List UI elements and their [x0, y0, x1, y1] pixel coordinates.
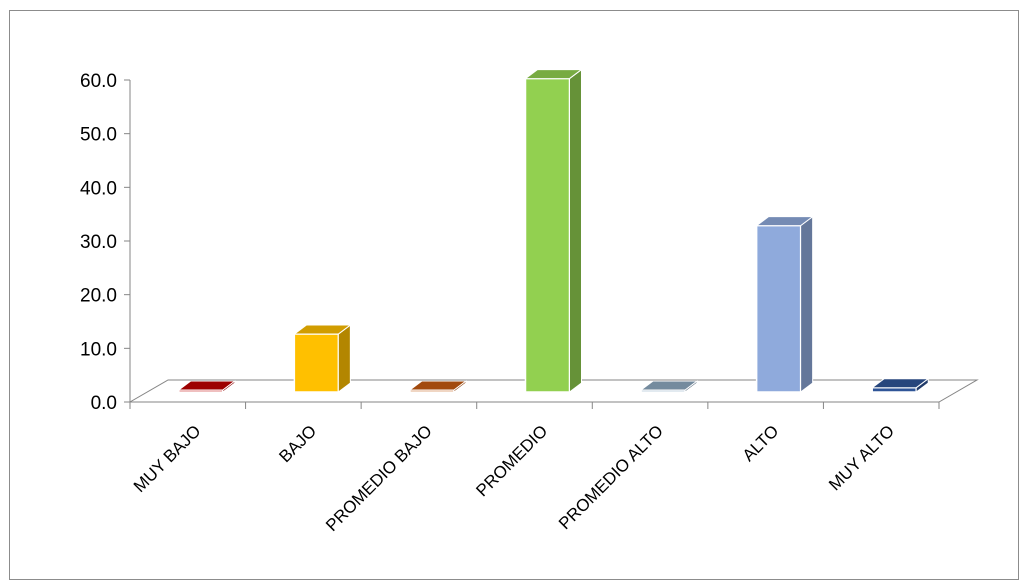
- y-tick-label: 30.0: [80, 232, 117, 253]
- x-tick-label: BAJO: [275, 421, 320, 466]
- bar-front-face: [524, 77, 571, 393]
- bar-top-face: [524, 69, 583, 80]
- x-tick-label: ALTO: [739, 421, 783, 465]
- bar-front-face: [871, 386, 917, 393]
- bar-muy-alto: [870, 377, 930, 393]
- bar-top-face: [639, 380, 699, 391]
- bar-promedio-alto: [639, 380, 699, 393]
- bar-top-face: [755, 216, 815, 227]
- bar-muy-bajo: [177, 380, 237, 393]
- chart-frame: [9, 10, 1019, 580]
- y-tick-label: 0.0: [91, 393, 117, 414]
- x-tick-label: PROMEDIO BAJO: [322, 421, 436, 535]
- bar-bajo: [292, 324, 352, 393]
- bar-promedio: [524, 68, 583, 393]
- bar-alto: [755, 215, 815, 393]
- bar-top-face: [292, 324, 352, 335]
- y-tick-label: 60.0: [80, 71, 117, 92]
- bar-front-face: [755, 224, 802, 393]
- bar-front-face: [293, 333, 340, 393]
- x-tick-label: MUY ALTO: [825, 421, 898, 494]
- bar-top-face: [870, 378, 930, 389]
- bar-top-face: [177, 380, 237, 391]
- x-tick-label: PROMEDIO ALTO: [555, 421, 667, 533]
- y-axis-tick-labels: 0.0 10.0 20.0 30.0 40.0 50.0 60.0: [80, 71, 117, 414]
- bar-side-face: [337, 324, 351, 393]
- x-axis-tick-labels: MUY BAJO BAJO PROMEDIO BAJO PROMEDIO PROMEDI…: [130, 421, 898, 535]
- chart-bars: [177, 68, 930, 393]
- x-tick-label: PROMEDIO: [472, 421, 551, 500]
- bar-side-face: [569, 68, 582, 393]
- bar-side-face: [800, 215, 814, 393]
- x-tick-label: MUY BAJO: [130, 421, 205, 496]
- bar-top-face: [408, 380, 468, 391]
- y-tick-label: 40.0: [80, 178, 117, 199]
- y-tick-label: 10.0: [80, 339, 117, 360]
- bar-promedio-bajo: [408, 380, 468, 393]
- chart-axes: [124, 79, 940, 409]
- y-tick-label: 20.0: [80, 286, 117, 307]
- y-tick-label: 50.0: [80, 125, 117, 146]
